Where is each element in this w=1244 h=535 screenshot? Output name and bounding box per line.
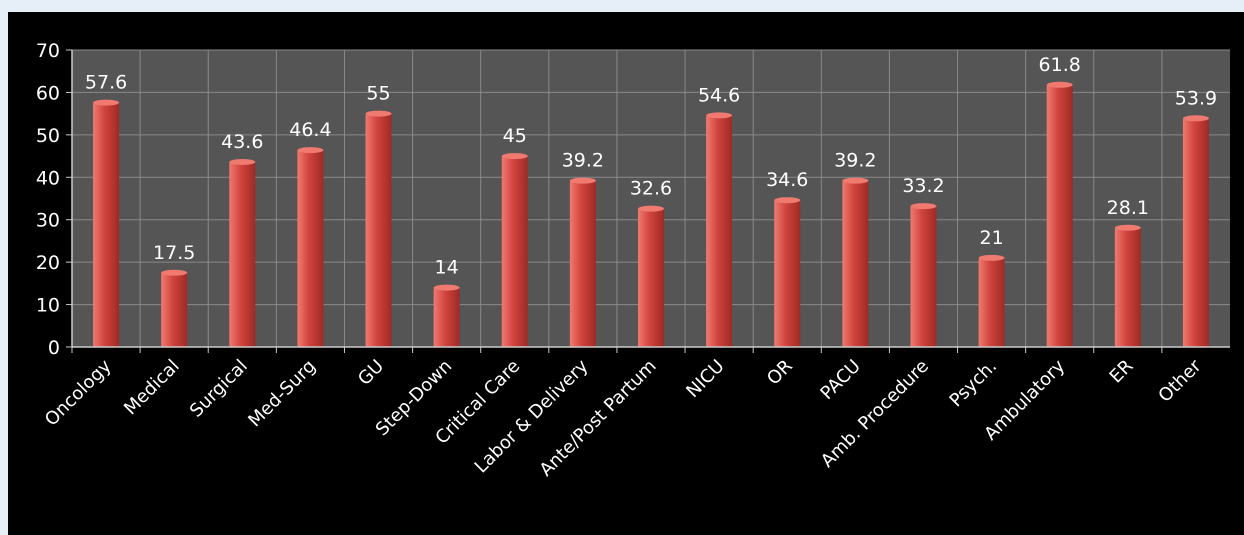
bar-step-down (433, 287, 460, 347)
data-label: 46.4 (289, 119, 331, 141)
y-tick-label: 0 (48, 337, 60, 359)
category-label: PACU (816, 356, 864, 404)
category-label: Ante/Post Partum (536, 356, 661, 481)
category-label: Medical (120, 356, 184, 420)
bar-critical-care (501, 156, 528, 347)
bar-med-surg (297, 150, 324, 347)
chart-frame: 0 10 20 30 40 50 60 70 57.6 Oncology 17.5 Medical 43… (8, 12, 1244, 535)
category-label: GU (354, 356, 388, 390)
category-label: NICU (682, 356, 728, 402)
data-label: 61.8 (1039, 54, 1081, 76)
data-label: 55 (366, 83, 390, 105)
bar-cap (910, 203, 937, 210)
bars (93, 81, 1209, 348)
category-label: Other (1154, 355, 1205, 406)
bar-labor-delivery (569, 180, 596, 347)
bar-ante-post-partum (638, 208, 664, 347)
bar-medical (161, 272, 188, 347)
y-tick-label: 40 (36, 167, 60, 189)
data-label: 57.6 (85, 72, 127, 94)
bar-cap (365, 110, 392, 117)
data-label: 39.2 (834, 150, 876, 172)
bar-pacu (842, 180, 869, 347)
y-tick-label: 30 (36, 210, 60, 232)
bar-psych- (978, 257, 1005, 347)
category-label: ER (1106, 356, 1138, 388)
y-tick-label: 50 (36, 125, 60, 147)
bar-er (1114, 227, 1141, 347)
data-label: 14 (435, 257, 459, 279)
bar-cap (706, 112, 733, 119)
category-label: Psych. (946, 356, 1002, 412)
data-label: 33.2 (902, 175, 944, 197)
data-label: 28.1 (1107, 197, 1149, 219)
bar-cap (161, 269, 188, 276)
bar-cap (1114, 224, 1141, 231)
bar-cap (569, 177, 596, 184)
bar-other (1182, 118, 1209, 347)
bar-nicu (706, 115, 733, 347)
bar-surgical (229, 162, 256, 347)
data-label: 54.6 (698, 84, 740, 106)
y-tick-label: 20 (36, 252, 60, 274)
bar-cap (433, 284, 460, 291)
bar-or (774, 200, 801, 347)
y-tick-label: 10 (36, 295, 60, 317)
bar-chart: 0 10 20 30 40 50 60 70 57.6 Oncology 17.5 Medical 43… (36, 40, 1230, 481)
axes (66, 49, 1230, 353)
data-label: 32.6 (630, 178, 672, 200)
bar-cap (501, 153, 528, 160)
data-label: 53.9 (1175, 87, 1217, 109)
category-label: Labor & Delivery (471, 355, 593, 477)
category-label: Surgical (186, 356, 252, 422)
bar-oncology (93, 102, 120, 348)
bar-cap (774, 197, 801, 204)
bar-cap (1046, 81, 1073, 88)
data-label: 43.6 (221, 131, 263, 153)
bar-cap (229, 159, 256, 166)
bar-amb-procedure (910, 206, 937, 347)
bar-gu (365, 113, 392, 348)
y-tick-label: 70 (36, 40, 60, 62)
bar-cap (297, 147, 324, 154)
y-tick-label: 60 (36, 82, 60, 104)
bar-cap (842, 177, 869, 184)
bar-cap (978, 254, 1005, 261)
bar-cap (1182, 115, 1209, 122)
data-label: 34.6 (766, 169, 808, 191)
category-label: OR (763, 356, 797, 390)
bar-cap (93, 99, 120, 106)
data-label: 39.2 (562, 150, 604, 172)
data-label: 17.5 (153, 242, 195, 264)
category-label: Med-Surg (244, 356, 320, 432)
data-label: 45 (503, 125, 527, 147)
category-label: Oncology (41, 355, 116, 430)
data-label: 21 (979, 227, 1003, 249)
bar-ambulatory (1046, 84, 1073, 347)
bar-cap (638, 205, 664, 212)
